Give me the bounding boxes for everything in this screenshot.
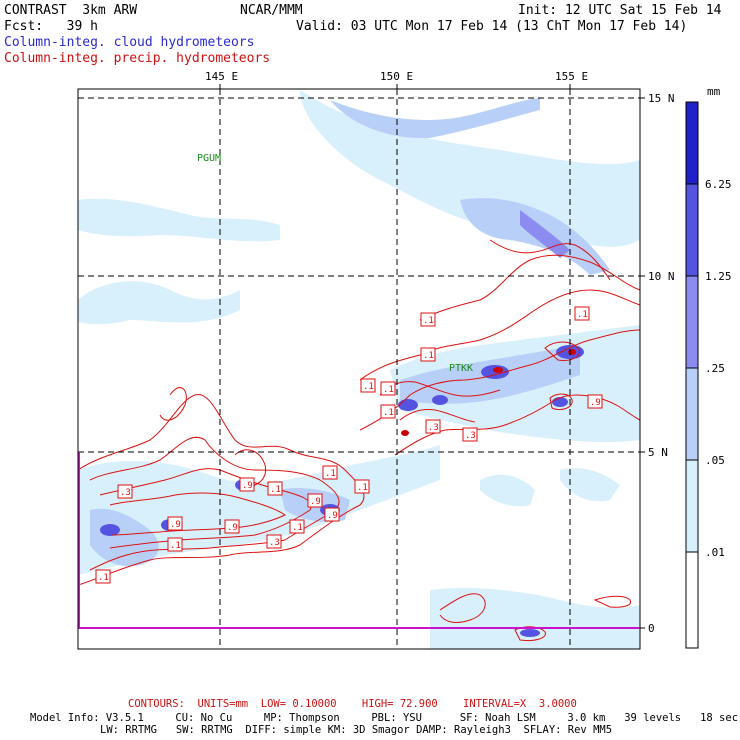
svg-text:.9: .9 bbox=[327, 511, 338, 521]
svg-text:.1: .1 bbox=[577, 310, 588, 320]
contour-label: .1 bbox=[95, 569, 111, 584]
axis-ticks bbox=[219, 84, 645, 629]
colorbar-label: 1.25 bbox=[705, 270, 732, 283]
contour-label: .1 bbox=[167, 537, 183, 552]
organization: NCAR/MMM bbox=[240, 3, 303, 18]
lon-label: 145 E bbox=[205, 70, 238, 83]
svg-text:.9: .9 bbox=[590, 398, 601, 408]
contour-label: .9 bbox=[167, 516, 183, 531]
svg-text:.1: .1 bbox=[98, 573, 109, 583]
svg-text:.1: .1 bbox=[423, 351, 434, 361]
contour-label: .9 bbox=[224, 519, 240, 534]
contour-label: .3 bbox=[117, 484, 133, 499]
field-precip-title: Column-integ. precip. hydrometeors bbox=[4, 51, 271, 66]
contour-label: .1 bbox=[354, 479, 370, 494]
forecast-hour: Fcst: 39 h bbox=[4, 19, 98, 34]
svg-text:.3: .3 bbox=[120, 488, 131, 498]
svg-text:.9: .9 bbox=[242, 481, 253, 491]
lat-label: 10 N bbox=[648, 270, 675, 283]
contour-label: .9 bbox=[239, 477, 255, 492]
svg-text:.1: .1 bbox=[325, 469, 336, 479]
colorbar-label: .25 bbox=[705, 362, 725, 375]
contour-info: CONTOURS: UNITS=mm LOW= 0.10000 HIGH= 72… bbox=[128, 698, 577, 710]
svg-text:.1: .1 bbox=[292, 523, 303, 533]
field-cloud-title: Column-integ. cloud hydrometeors bbox=[4, 35, 255, 50]
lon-label: 155 E bbox=[555, 70, 588, 83]
contour-label: .9 bbox=[324, 507, 340, 522]
contour-label: .9 bbox=[307, 493, 323, 508]
svg-text:.1: .1 bbox=[270, 485, 281, 495]
svg-text:.1: .1 bbox=[363, 382, 374, 392]
contour-label: .1 bbox=[420, 347, 436, 362]
contour-label: .1 bbox=[380, 404, 396, 419]
svg-text:.3: .3 bbox=[269, 538, 280, 548]
contour-label: .1 bbox=[360, 378, 376, 393]
lat-lon-grid bbox=[78, 89, 640, 649]
colorbar-label: 6.25 bbox=[705, 178, 732, 191]
contour-label: .1 bbox=[322, 465, 338, 480]
svg-text:.9: .9 bbox=[310, 497, 321, 507]
colorbar-label: .05 bbox=[705, 454, 725, 467]
lat-label: 0 bbox=[648, 622, 655, 635]
model-info: Model Info: V3.5.1 CU: No Cu MP: Thompso… bbox=[30, 712, 739, 724]
contour-label: .3 bbox=[462, 427, 478, 442]
colorbar bbox=[685, 101, 699, 649]
contour-label: .3 bbox=[425, 419, 441, 434]
svg-text:.1: .1 bbox=[383, 385, 394, 395]
svg-text:.1: .1 bbox=[170, 541, 181, 551]
lat-label: 15 N bbox=[648, 92, 675, 105]
contour-labels: .1 .1 .1 .1 .1 .3 .3 .1 .9 .9 .1 .3 .9 .… bbox=[95, 306, 603, 584]
station-label: PTKK bbox=[449, 363, 473, 374]
svg-text:.3: .3 bbox=[465, 431, 476, 441]
map-frame bbox=[77, 88, 641, 650]
svg-text:.3: .3 bbox=[428, 423, 439, 433]
axis-labels: 145 E 150 E 155 E 15 N 10 N 5 N 0 bbox=[205, 70, 675, 635]
contour-label: .1 bbox=[267, 481, 283, 496]
svg-text:.9: .9 bbox=[227, 523, 238, 533]
valid-time: Valid: 03 UTC Mon 17 Feb 14 (13 ChT Mon … bbox=[296, 19, 688, 34]
init-time: Init: 12 UTC Sat 15 Feb 14 bbox=[518, 3, 722, 18]
svg-text:.1: .1 bbox=[423, 316, 434, 326]
cloud-shading bbox=[78, 90, 640, 649]
contour-label: .1 bbox=[574, 306, 590, 321]
svg-text:.1: .1 bbox=[383, 408, 394, 418]
contour-label: .1 bbox=[420, 312, 436, 327]
contour-label: .9 bbox=[587, 394, 603, 409]
colorbar-label: .01 bbox=[705, 546, 725, 559]
stations: PGUM PTKK bbox=[197, 153, 473, 374]
contour-label: .1 bbox=[289, 519, 305, 534]
station-label: PGUM bbox=[197, 153, 221, 164]
model-title: CONTRAST 3km ARW bbox=[4, 3, 138, 18]
colorbar-labels: mm 6.25 1.25 .25 .05 .01 bbox=[705, 85, 732, 559]
svg-text:.1: .1 bbox=[357, 483, 368, 493]
svg-text:.9: .9 bbox=[170, 520, 181, 530]
lon-label: 150 E bbox=[380, 70, 413, 83]
colorbar-units: mm bbox=[707, 85, 721, 98]
contour-label: .3 bbox=[266, 534, 282, 549]
contour-label: .1 bbox=[380, 381, 396, 396]
physics-info: LW: RRTMG SW: RRTMG DIFF: simple KM: 3D … bbox=[100, 724, 613, 736]
lat-label: 5 N bbox=[648, 446, 668, 459]
